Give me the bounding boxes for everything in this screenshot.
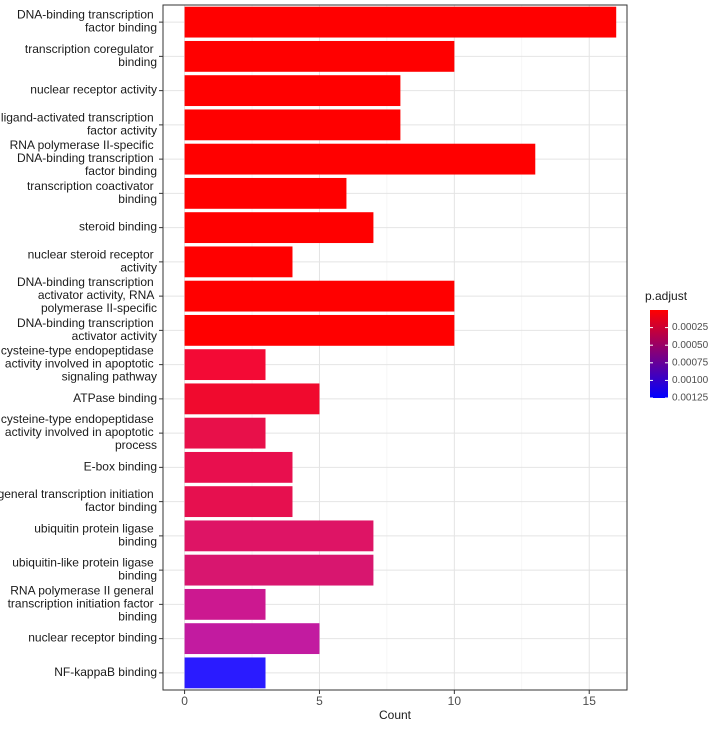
- y-tick-label: RNA polymerase II general transcription …: [8, 584, 157, 624]
- plot-border: [162, 4, 628, 691]
- y-tick-label: transcription coactivator binding: [27, 179, 157, 206]
- colorbar-tick-label: 0.00125: [672, 393, 709, 404]
- y-tick-label: general transcription initiation factor …: [0, 487, 157, 514]
- bar: [184, 75, 401, 107]
- bar: [184, 554, 374, 586]
- colorbar-tick-label: 0.00050: [672, 340, 709, 351]
- bar: [184, 6, 617, 38]
- colorbar: [650, 310, 668, 398]
- x-tick-label: 5: [316, 694, 323, 708]
- y-tick-label: ligand-activated transcription factor ac…: [1, 111, 157, 138]
- x-tick-label: 0: [181, 694, 188, 708]
- y-tick-label: steroid binding: [79, 220, 157, 234]
- bar: [184, 314, 455, 346]
- y-tick-label: nuclear receptor activity: [30, 83, 157, 97]
- bar: [184, 280, 455, 312]
- x-tick-label: 15: [583, 694, 597, 708]
- bar: [184, 623, 320, 655]
- y-tick-label: E-box binding: [84, 460, 157, 474]
- bar: [184, 349, 266, 381]
- bar: [184, 143, 536, 175]
- bar: [184, 383, 320, 415]
- bar: [184, 657, 266, 689]
- y-tick-label: DNA-binding transcription activator acti…: [17, 316, 157, 343]
- x-axis-label: Count: [379, 708, 412, 722]
- bar: [184, 109, 401, 141]
- y-tick-label: cysteine-type endopeptidase activity inv…: [1, 344, 157, 384]
- bar: [184, 520, 374, 552]
- bar: [184, 212, 374, 244]
- y-tick-label: cysteine-type endopeptidase activity inv…: [1, 412, 157, 452]
- y-tick-label: ubiquitin protein ligase binding: [34, 522, 157, 549]
- y-tick-label: ubiquitin-like protein ligase binding: [12, 556, 157, 583]
- bar: [184, 588, 266, 620]
- colorbar-tick-label: 0.00100: [672, 375, 709, 386]
- bar: [184, 486, 293, 518]
- bar: [184, 177, 347, 209]
- y-tick-label: DNA-binding transcription activator acti…: [17, 275, 157, 315]
- y-tick-label: DNA-binding transcription factor binding: [17, 8, 157, 35]
- y-tick-label: transcription coregulator binding: [25, 42, 157, 69]
- bar: [184, 246, 293, 278]
- bar: [184, 417, 266, 449]
- y-tick-label: NF-kappaB binding: [54, 665, 157, 679]
- x-tick-label: 10: [448, 694, 462, 708]
- plot-background: [163, 5, 627, 690]
- colorbar-tick-label: 0.00075: [672, 357, 709, 368]
- y-tick-label: nuclear steroid receptor activity: [28, 248, 157, 275]
- colorbar-tick-label: 0.00025: [672, 322, 709, 333]
- bar: [184, 451, 293, 483]
- y-tick-label: RNA polymerase II-specific DNA-binding t…: [10, 138, 157, 178]
- legend-title: p.adjust: [645, 289, 688, 303]
- y-tick-label: ATPase binding: [73, 391, 157, 405]
- bar: [184, 40, 455, 72]
- y-tick-label: nuclear receptor binding: [28, 631, 157, 645]
